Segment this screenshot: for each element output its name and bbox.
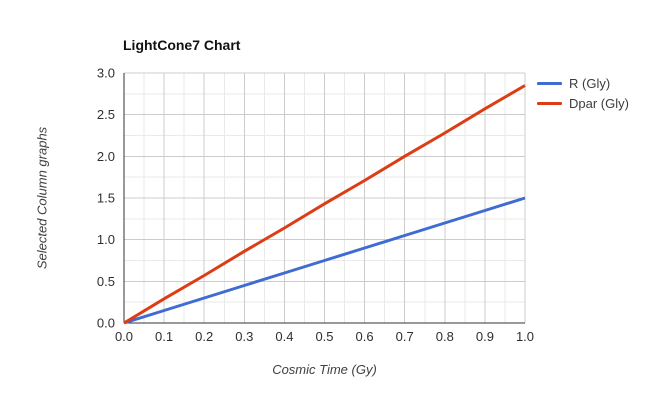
y-tick-label: 0.5 xyxy=(97,274,115,289)
y-tick-label: 2.5 xyxy=(97,107,115,122)
x-tick-label: 0.3 xyxy=(235,329,253,344)
legend-label: R (Gly) xyxy=(569,75,611,91)
legend: R (Gly) Dpar (Gly) xyxy=(537,73,629,113)
legend-item: Dpar (Gly) xyxy=(537,93,629,113)
x-tick-label: 0.0 xyxy=(115,329,133,344)
x-tick-label: 0.9 xyxy=(476,329,494,344)
series-line-r-gly xyxy=(123,196,526,325)
legend-item: R (Gly) xyxy=(537,73,629,93)
y-tick-label: 3.0 xyxy=(97,66,115,81)
x-tick-label: 0.2 xyxy=(195,329,213,344)
x-tick-label: 0.4 xyxy=(275,329,293,344)
y-tick-label: 2.0 xyxy=(97,149,115,164)
tick-labels: 0.0 0.1 0.2 0.3 0.4 0.5 0.6 0.7 0.8 0.9 1.0 0.0 0.5 1… xyxy=(97,66,534,345)
chart-title: LightCone7 Chart xyxy=(123,37,241,53)
legend-swatch-line-icon xyxy=(537,81,562,85)
y-tick-label: 0.0 xyxy=(97,316,115,331)
series-lines xyxy=(123,84,526,325)
x-tick-label: 0.1 xyxy=(155,329,173,344)
x-tick-label: 0.6 xyxy=(356,329,374,344)
legend-label: Dpar (Gly) xyxy=(569,95,629,111)
x-axis-title: Cosmic Time (Gy) xyxy=(272,362,377,377)
y-axis-title: Selected Column graphs xyxy=(34,126,50,270)
legend-swatch-line-icon xyxy=(537,101,562,105)
y-tick-label: 1.0 xyxy=(97,232,115,247)
x-tick-label: 0.5 xyxy=(315,329,333,344)
y-tick-label: 1.5 xyxy=(97,191,115,206)
series-line-dpar-gly xyxy=(123,84,526,325)
x-tick-label: 0.8 xyxy=(436,329,454,344)
x-tick-label: 0.7 xyxy=(396,329,414,344)
grid-major xyxy=(124,72,526,323)
x-tick-label: 1.0 xyxy=(516,329,534,344)
axis-lines xyxy=(123,73,525,324)
